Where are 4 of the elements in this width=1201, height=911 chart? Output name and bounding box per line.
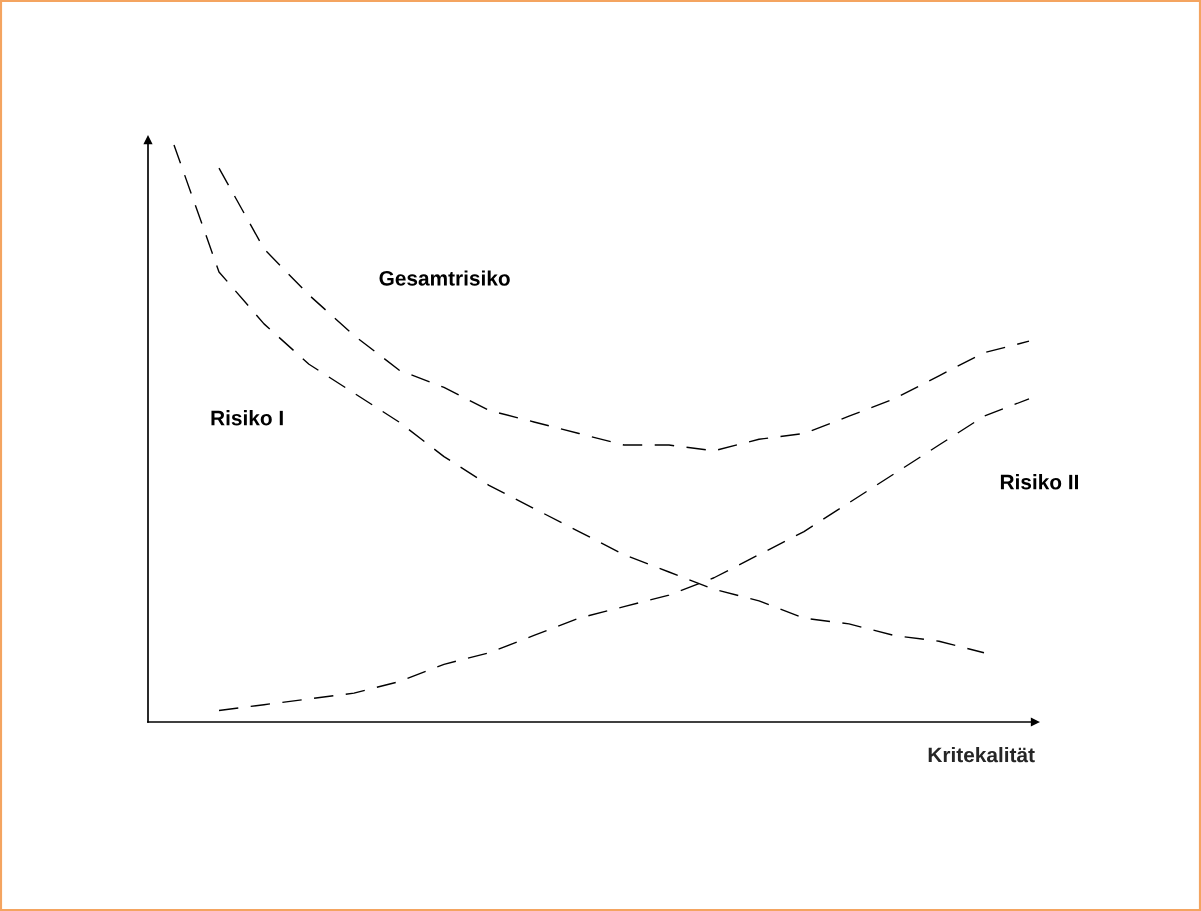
- text: Risiko II: [1000, 474, 1079, 490]
- x-axis-title: Kritekalität: [928, 747, 1035, 763]
- text: Risiko I: [211, 410, 283, 426]
- text: Gesamtrisiko: [379, 270, 510, 286]
